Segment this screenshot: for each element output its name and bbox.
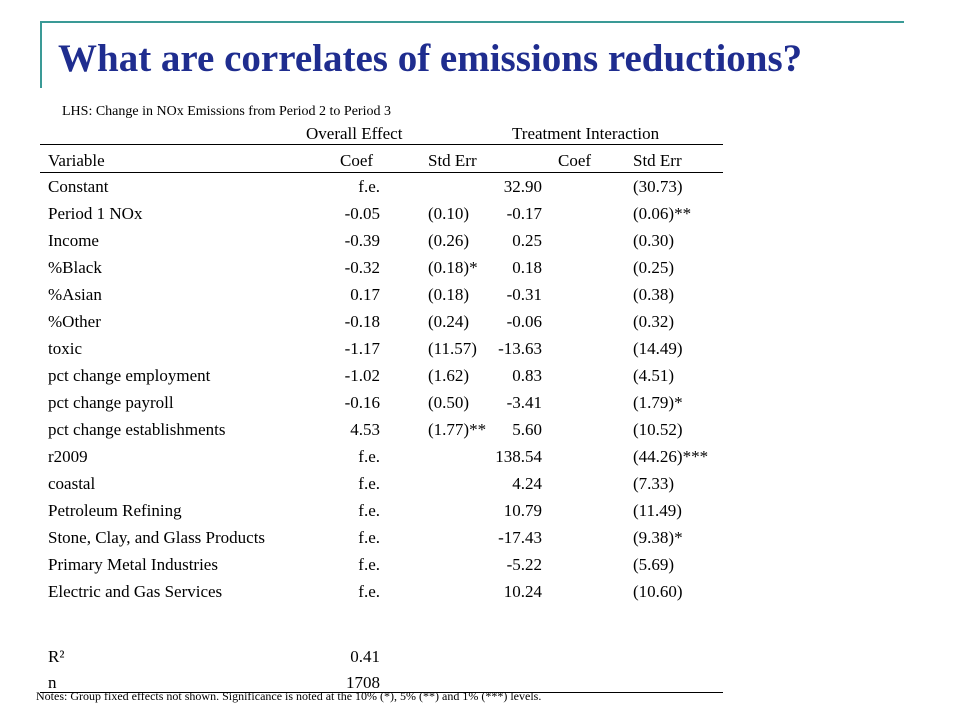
row-coef-overall: 4.53 [350, 420, 380, 439]
row-variable: coastal [48, 474, 96, 493]
row-coef-overall: -0.32 [344, 258, 380, 277]
row-coef-overall: -0.18 [344, 312, 380, 331]
row-coef-overall: 0.17 [350, 285, 380, 304]
table-notes: Notes: Group fixed effects not shown. Si… [36, 689, 542, 703]
row-coef-overall: f.e. [358, 447, 380, 466]
row-coef-overall: f.e. [358, 528, 380, 547]
row-coef-overall: -1.17 [344, 339, 380, 358]
row-variable: pct change payroll [48, 393, 174, 412]
row-stderr-interaction: (14.49) [633, 339, 683, 358]
row-coef-interaction: 10.24 [503, 582, 542, 601]
row-variable: toxic [48, 339, 82, 358]
row-coef-overall: f.e. [358, 177, 380, 196]
row-stderr-interaction: (11.49) [633, 501, 682, 520]
row-coef-overall: -0.39 [344, 231, 380, 250]
row-variable: Primary Metal Industries [48, 555, 218, 574]
row-stderr-interaction: (10.60) [633, 582, 683, 601]
table-rule-header [40, 172, 723, 173]
row-coef-interaction: 10.79 [503, 501, 542, 520]
row-coef-overall: f.e. [358, 582, 380, 601]
row-stderr-interaction: (7.33) [633, 474, 675, 493]
row-coef-interaction: -0.31 [506, 285, 542, 304]
stat-label-r2: R² [48, 647, 65, 666]
row-stderr-overall: (0.24) [428, 312, 470, 331]
row-stderr-overall: (1.62) [428, 366, 470, 385]
row-variable: Petroleum Refining [48, 501, 182, 520]
row-coef-interaction: -0.06 [506, 312, 542, 331]
row-stderr-interaction: (0.06)** [633, 204, 692, 223]
header-overall-effect: Overall Effect [306, 124, 403, 143]
header-treatment-interaction: Treatment Interaction [512, 124, 660, 143]
slide-frame-left [40, 21, 42, 88]
row-variable: Period 1 NOx [48, 204, 143, 223]
row-coef-overall: -0.16 [344, 393, 380, 412]
slide-frame-top [40, 21, 904, 23]
row-variable: r2009 [48, 447, 88, 466]
row-stderr-interaction: (0.25) [633, 258, 675, 277]
row-coef-interaction: -13.63 [498, 339, 542, 358]
row-stderr-interaction: (10.52) [633, 420, 683, 439]
slide-title: What are correlates of emissions reducti… [58, 37, 803, 80]
row-stderr-interaction: (44.26)*** [633, 447, 709, 466]
row-variable: %Other [48, 312, 101, 331]
row-stderr-overall: (0.50) [428, 393, 470, 412]
col-header-stderr-interaction: Std Err [633, 151, 682, 170]
row-coef-interaction: 0.18 [512, 258, 542, 277]
row-variable: pct change establishments [48, 420, 226, 439]
row-variable: %Asian [48, 285, 102, 304]
stat-label-n: n [48, 673, 57, 692]
row-stderr-overall: (11.57) [428, 339, 477, 358]
row-stderr-interaction: (30.73) [633, 177, 683, 196]
row-variable: Stone, Clay, and Glass Products [48, 528, 266, 547]
col-header-stderr-overall: Std Err [428, 151, 477, 170]
row-coef-interaction: -17.43 [498, 528, 542, 547]
row-coef-interaction: 32.90 [503, 177, 542, 196]
row-coef-overall: -1.02 [344, 366, 380, 385]
row-coef-interaction: 4.24 [512, 474, 542, 493]
col-header-coef-interaction: Coef [558, 151, 592, 170]
row-coef-overall: f.e. [358, 501, 380, 520]
row-coef-interaction: 0.25 [512, 231, 542, 250]
stat-value-n: 1708 [346, 673, 380, 692]
row-stderr-interaction: (5.69) [633, 555, 675, 574]
table-rule-top [40, 144, 723, 145]
stat-value-r2: 0.41 [350, 647, 380, 666]
table-rule-bottom [40, 692, 723, 693]
row-stderr-interaction: (0.38) [633, 285, 675, 304]
row-coef-interaction: -0.17 [506, 204, 542, 223]
col-header-coef-overall: Coef [340, 151, 374, 170]
row-coef-overall: f.e. [358, 555, 380, 574]
row-variable: Constant [48, 177, 109, 196]
row-variable: pct change employment [48, 366, 211, 385]
row-variable: Electric and Gas Services [48, 582, 223, 601]
row-coef-overall: -0.05 [344, 204, 380, 223]
row-stderr-interaction: (4.51) [633, 366, 675, 385]
row-coef-interaction: 0.83 [512, 366, 542, 385]
lhs-caption: LHS: Change in NOx Emissions from Period… [62, 104, 391, 119]
row-stderr-overall: (0.18)* [428, 258, 478, 277]
row-coef-overall: f.e. [358, 474, 380, 493]
row-stderr-overall: (0.10) [428, 204, 470, 223]
row-stderr-overall: (0.26) [428, 231, 470, 250]
row-stderr-interaction: (9.38)* [633, 528, 683, 547]
row-variable: Income [48, 231, 99, 250]
row-stderr-interaction: (0.32) [633, 312, 675, 331]
row-stderr-interaction: (1.79)* [633, 393, 683, 412]
row-stderr-overall: (1.77)** [428, 420, 487, 439]
row-coef-interaction: -3.41 [506, 393, 542, 412]
row-stderr-interaction: (0.30) [633, 231, 675, 250]
row-variable: %Black [48, 258, 102, 277]
col-header-variable: Variable [48, 151, 105, 170]
row-coef-interaction: -5.22 [506, 555, 542, 574]
row-coef-interaction: 5.60 [512, 420, 542, 439]
row-stderr-overall: (0.18) [428, 285, 470, 304]
row-coef-interaction: 138.54 [495, 447, 542, 466]
